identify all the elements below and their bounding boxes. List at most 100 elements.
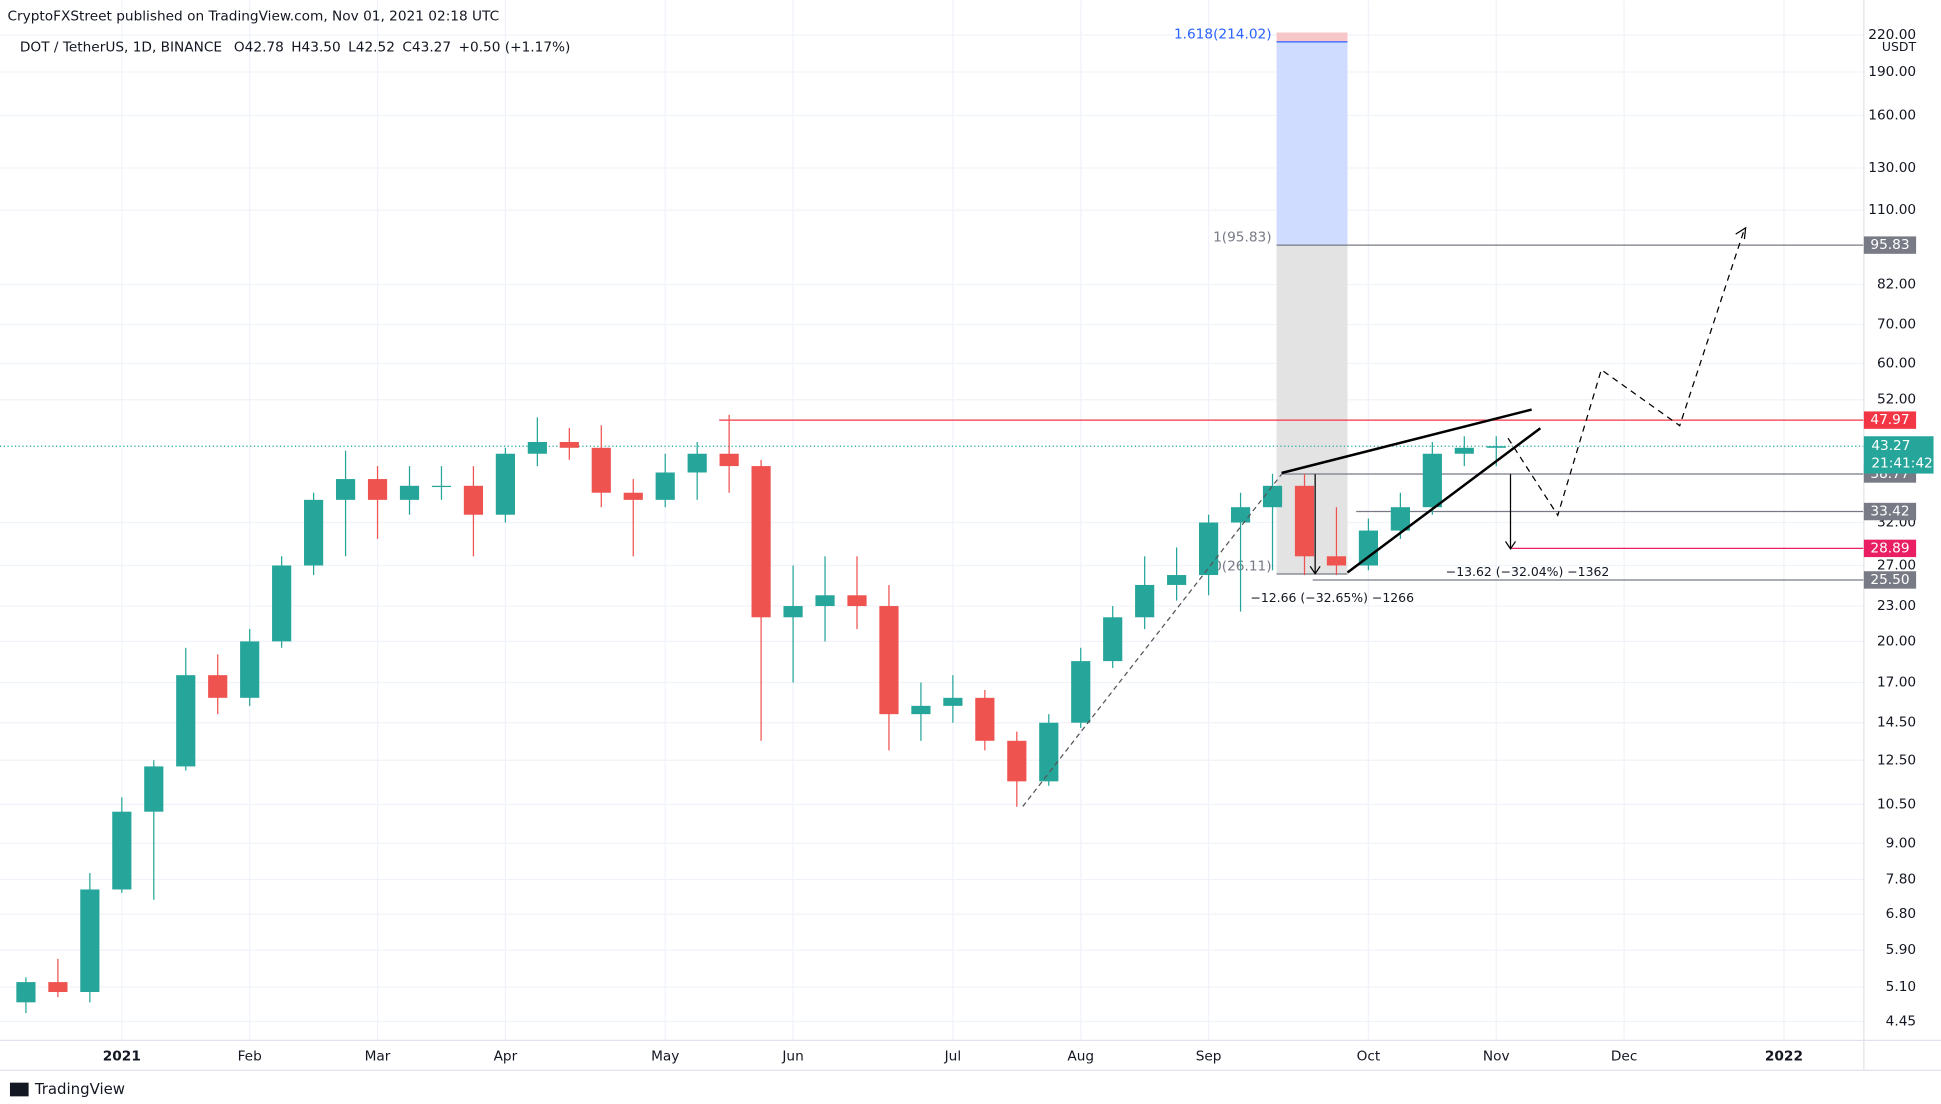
y-tick-label: 5.90 xyxy=(1886,942,1916,958)
logo-icon xyxy=(9,1082,29,1097)
fib-label: 0(26.11) xyxy=(1213,559,1272,575)
y-tick-label: 5.10 xyxy=(1886,979,1916,995)
x-tick-label: Jul xyxy=(944,1049,962,1065)
last-price-label: 43.27 xyxy=(1871,438,1910,454)
candle-body xyxy=(527,441,547,454)
level-label: 95.83 xyxy=(1870,237,1909,253)
x-tick-label: 2021 xyxy=(103,1049,141,1065)
y-tick-label: 17.00 xyxy=(1877,674,1916,690)
legend-item: L42.52 xyxy=(348,39,395,55)
x-tick-label: Aug xyxy=(1067,1049,1094,1065)
candle-body xyxy=(304,499,324,566)
x-tick-label: Sep xyxy=(1196,1049,1222,1065)
legend-item: H43.50 xyxy=(291,39,340,55)
legend-item: C43.27 xyxy=(402,39,451,55)
candle-body xyxy=(591,447,611,493)
level-label: 28.89 xyxy=(1870,540,1909,556)
fib-zone xyxy=(1276,32,1348,42)
projection-arrowhead xyxy=(1735,226,1747,240)
candle-body xyxy=(1103,617,1123,662)
candle-body xyxy=(1167,575,1187,585)
legend-item: O42.78 xyxy=(234,39,284,55)
candle-body xyxy=(48,982,68,993)
candle-body xyxy=(1486,446,1506,448)
candle-body xyxy=(687,453,707,473)
candle-body xyxy=(559,441,579,448)
candle-body xyxy=(1039,722,1059,782)
y-tick-label: 4.45 xyxy=(1886,1013,1916,1029)
candle-body xyxy=(1294,485,1315,557)
candle-body xyxy=(1422,453,1442,508)
y-tick-label: 220.00 xyxy=(1868,27,1916,43)
candle-body xyxy=(1199,522,1219,576)
candle-body xyxy=(623,492,643,500)
fib-zone xyxy=(1276,41,1348,246)
trend-dashed xyxy=(1022,473,1283,807)
candle-body xyxy=(1230,507,1251,523)
candle-body xyxy=(1071,661,1091,723)
candle-body xyxy=(335,479,356,500)
candle-body xyxy=(1262,485,1283,508)
fib-label: 1.618(214.02) xyxy=(1174,26,1272,42)
last-price-tag xyxy=(1863,436,1934,474)
drawings: −12.66 (−32.65%) −1266 −13.62 (−32.04%) −… xyxy=(1022,226,1747,807)
candle-body xyxy=(176,675,196,767)
y-tick-label: 14.50 xyxy=(1877,715,1916,731)
y-tick-label: 10.50 xyxy=(1877,796,1916,812)
candle-body xyxy=(783,606,803,618)
candle-body xyxy=(399,485,420,500)
measure-arrowhead xyxy=(1505,541,1516,551)
y-tick-label: 23.00 xyxy=(1877,598,1916,614)
level-tag xyxy=(1863,411,1917,429)
axis: 4.45 5.10 5.90 6.80 7.80 9.00 10.50 12.50 14.50 1… xyxy=(103,27,1934,1065)
x-tick-label: May xyxy=(651,1049,679,1065)
x-tick-label: 2022 xyxy=(1765,1049,1803,1065)
candle-body xyxy=(655,472,675,500)
y-tick-label: 82.00 xyxy=(1877,277,1916,293)
candle-body xyxy=(975,697,995,741)
candle-body xyxy=(112,811,132,890)
y-tick-label: 52.00 xyxy=(1877,392,1916,408)
wedge-upper xyxy=(1281,408,1532,475)
candle-body xyxy=(751,466,771,618)
candle-body xyxy=(16,982,36,1003)
x-tick-label: Feb xyxy=(238,1049,262,1065)
level-tag xyxy=(1863,236,1917,254)
level-tag xyxy=(1863,571,1917,589)
y-tick-label: 9.00 xyxy=(1886,835,1916,851)
y-tick-label: 60.00 xyxy=(1877,356,1916,372)
candle-body xyxy=(1326,556,1347,566)
level-label: 47.97 xyxy=(1870,412,1909,428)
level-tag xyxy=(1863,502,1917,521)
y-tick-label: 130.00 xyxy=(1868,160,1916,176)
legend-item: +0.50 (+1.17%) xyxy=(459,39,571,55)
candle-body xyxy=(1135,584,1155,618)
candle-body xyxy=(911,705,931,715)
candle-body xyxy=(1390,507,1410,531)
candle-body xyxy=(367,479,388,500)
level-label: 33.42 xyxy=(1870,504,1909,520)
candle-body xyxy=(719,453,739,467)
x-tick-label: Jun xyxy=(781,1049,803,1065)
candle-body xyxy=(879,606,899,715)
countdown: 21:41:42 xyxy=(1871,456,1932,472)
x-tick-label: Dec xyxy=(1611,1049,1637,1065)
candle-body xyxy=(1358,530,1379,566)
y-tick-label: 190.00 xyxy=(1868,64,1916,80)
published: CryptoFXStreet published on TradingView.… xyxy=(7,8,499,24)
footer-logo: TradingView xyxy=(34,1080,125,1098)
candle-body xyxy=(943,697,963,706)
candle-body xyxy=(240,641,260,698)
y-tick-label: 12.50 xyxy=(1877,752,1916,768)
candle-body xyxy=(463,485,484,515)
candle-body xyxy=(1454,447,1474,454)
x-tick-label: Apr xyxy=(494,1049,518,1065)
wedge-lower xyxy=(1346,427,1542,574)
candle-body xyxy=(1007,740,1027,782)
candles xyxy=(16,414,1506,1014)
candle-body xyxy=(431,485,452,488)
y-tick-label: 7.80 xyxy=(1886,872,1916,888)
y-tick-label: 6.80 xyxy=(1886,906,1916,922)
legend-symbol: DOT / TetherUS, 1D, BINANCE xyxy=(20,39,222,55)
